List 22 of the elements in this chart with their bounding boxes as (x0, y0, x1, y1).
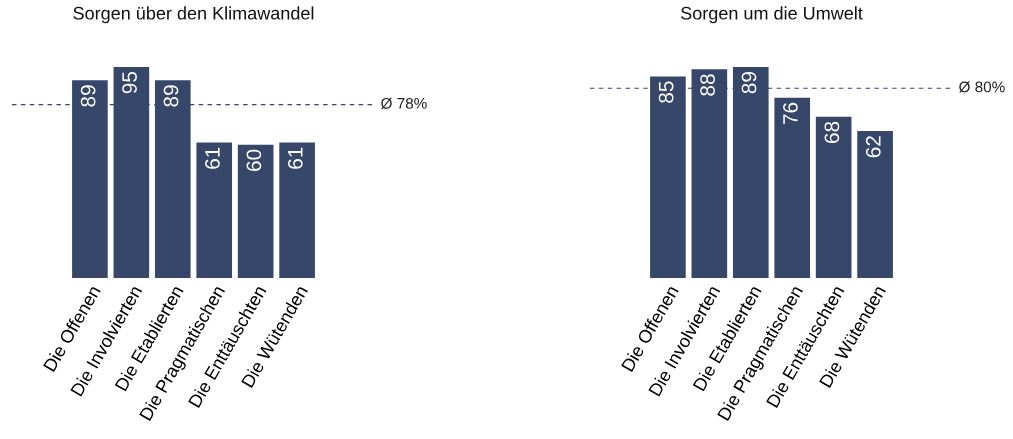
bar (774, 97, 811, 278)
ref-line-label: Ø 80% (959, 81, 1005, 93)
ref-line-label: Ø 78% (381, 97, 427, 110)
data-label: 89 (80, 85, 96, 107)
bar (857, 130, 893, 278)
chart-title: Sorgen über den Klimawandel (73, 6, 314, 24)
data-label: 88 (700, 74, 715, 96)
data-label: 62 (865, 136, 881, 158)
bar (237, 144, 274, 278)
chart-title: Sorgen um die Umwelt (681, 6, 863, 24)
data-label: 85 (658, 81, 674, 103)
data-label: 76 (783, 102, 798, 124)
bar (815, 116, 852, 278)
data-label: 61 (205, 147, 220, 169)
bar (279, 142, 315, 278)
data-label: 95 (122, 71, 137, 94)
data-label: 60 (246, 149, 262, 171)
data-label: 61 (287, 147, 303, 169)
data-label: 68 (824, 121, 840, 143)
bar (196, 142, 233, 278)
data-label: 89 (163, 85, 179, 107)
data-label: 89 (741, 72, 757, 94)
